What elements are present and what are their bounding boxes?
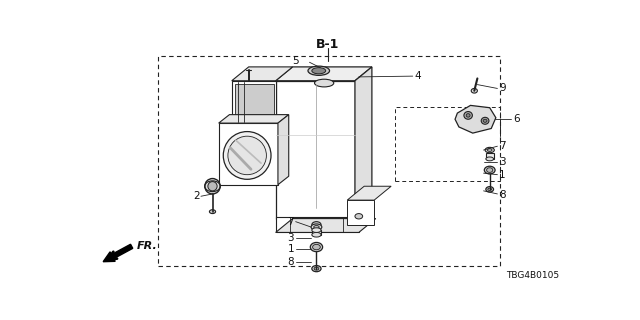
- Polygon shape: [355, 67, 372, 219]
- Polygon shape: [278, 115, 289, 185]
- Ellipse shape: [312, 244, 320, 250]
- Ellipse shape: [471, 88, 477, 93]
- Ellipse shape: [486, 168, 493, 172]
- Polygon shape: [486, 153, 493, 159]
- Polygon shape: [219, 115, 289, 123]
- Polygon shape: [348, 200, 374, 225]
- Ellipse shape: [485, 147, 494, 153]
- Text: 7: 7: [287, 217, 294, 227]
- Ellipse shape: [314, 267, 319, 270]
- Text: 1: 1: [287, 244, 294, 254]
- Text: 4: 4: [414, 71, 421, 81]
- Text: 6: 6: [513, 114, 520, 124]
- Ellipse shape: [223, 132, 271, 179]
- Polygon shape: [348, 186, 391, 200]
- Ellipse shape: [486, 187, 493, 192]
- Ellipse shape: [312, 68, 326, 74]
- Polygon shape: [232, 81, 276, 123]
- Ellipse shape: [312, 266, 321, 272]
- Text: 2: 2: [193, 191, 200, 201]
- Polygon shape: [232, 67, 292, 81]
- Ellipse shape: [486, 157, 493, 161]
- Ellipse shape: [355, 213, 363, 219]
- Text: B-1: B-1: [316, 38, 340, 51]
- Ellipse shape: [314, 79, 334, 87]
- Text: 3: 3: [499, 156, 506, 167]
- Ellipse shape: [312, 222, 321, 228]
- Ellipse shape: [312, 228, 321, 232]
- Ellipse shape: [312, 232, 321, 237]
- Text: 7: 7: [499, 141, 506, 151]
- Text: FR.: FR.: [137, 241, 158, 251]
- Bar: [158, 56, 500, 266]
- FancyArrow shape: [103, 244, 132, 262]
- Text: 9: 9: [499, 84, 506, 93]
- Polygon shape: [219, 123, 278, 185]
- Polygon shape: [312, 230, 321, 235]
- Ellipse shape: [314, 226, 319, 228]
- Polygon shape: [276, 81, 355, 219]
- Ellipse shape: [209, 210, 216, 213]
- Ellipse shape: [310, 243, 323, 252]
- Text: 5: 5: [292, 57, 299, 67]
- Ellipse shape: [484, 166, 495, 174]
- Ellipse shape: [228, 136, 266, 175]
- Ellipse shape: [311, 224, 322, 230]
- Ellipse shape: [464, 112, 472, 119]
- Ellipse shape: [466, 114, 470, 117]
- Text: 3: 3: [287, 233, 294, 243]
- Text: 1: 1: [499, 171, 506, 180]
- Circle shape: [205, 179, 220, 194]
- Ellipse shape: [488, 149, 492, 151]
- Polygon shape: [276, 67, 372, 81]
- Polygon shape: [235, 84, 274, 120]
- Text: 8: 8: [499, 190, 506, 200]
- Polygon shape: [455, 105, 496, 133]
- Text: TBG4B0105: TBG4B0105: [506, 271, 559, 280]
- Ellipse shape: [483, 119, 487, 122]
- Polygon shape: [276, 219, 376, 232]
- Ellipse shape: [488, 188, 492, 190]
- Bar: [394, 108, 500, 181]
- Text: 8: 8: [287, 257, 294, 267]
- Ellipse shape: [481, 117, 489, 124]
- Ellipse shape: [308, 66, 330, 76]
- Circle shape: [208, 182, 217, 191]
- Polygon shape: [276, 217, 359, 232]
